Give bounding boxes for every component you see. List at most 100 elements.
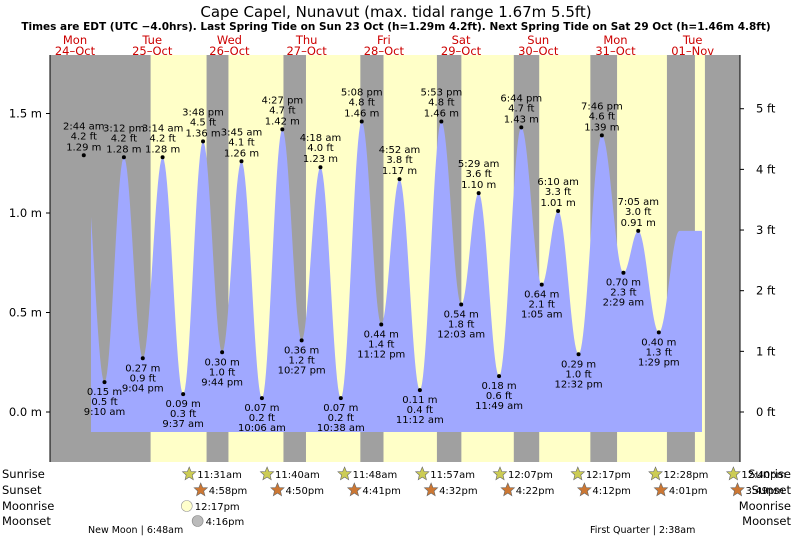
tide-m: 0.09 m (166, 399, 201, 410)
tide-m: 0.70 m (606, 278, 641, 289)
tide-m: 0.07 m (323, 403, 358, 414)
tide-point (201, 139, 206, 144)
sunrise-time: 11:57am (430, 470, 475, 481)
tide-point (539, 282, 544, 287)
tide-ft: 3.3 ft (545, 187, 571, 198)
day-header-date: 26–Oct (209, 44, 250, 58)
day-header-date: 24–Oct (55, 44, 96, 58)
tide-m: 1.28 m (145, 144, 180, 155)
tide-point (318, 165, 323, 170)
tide-point (636, 228, 641, 233)
tide-ft: 1.4 ft (368, 339, 394, 350)
tide-time: 5:53 pm (420, 87, 462, 98)
tide-ft: 1.3 ft (646, 347, 672, 358)
row-label-left: Moonset (2, 514, 51, 528)
tide-point (160, 155, 165, 160)
tide-m: 0.91 m (621, 218, 656, 229)
tide-m: 1.01 m (541, 198, 576, 209)
day-header-dow: Thu (295, 33, 318, 47)
tide-time: 9:37 am (162, 419, 204, 430)
moon-phase: New Moon | 6:48am (88, 525, 183, 536)
tide-m: 1.39 m (584, 122, 619, 133)
sunrise-time: 11:40am (275, 470, 320, 481)
y-tick-label: 1.5 m (9, 107, 42, 121)
tide-m: 0.27 m (125, 363, 160, 374)
tide-ft: 0.2 ft (249, 413, 275, 424)
tide-point (439, 119, 444, 124)
tide-point (338, 396, 343, 401)
tide-time: 6:10 am (537, 177, 579, 188)
moonrise-time: 12:17pm (195, 502, 240, 513)
tide-m: 0.07 m (244, 403, 279, 414)
tide-m: 1.46 m (424, 108, 459, 119)
tide-point (379, 322, 384, 327)
tide-point (556, 209, 561, 214)
tide-point (102, 380, 107, 385)
sun-moon-markers: 11:31am 11:40am 11:48am 11:57am 12:07pm 12:17… (180, 466, 786, 528)
sunset-time: 4:32pm (439, 486, 478, 497)
tide-time: 12:03 am (437, 330, 485, 341)
tide-m: 0.36 m (284, 345, 319, 356)
moonset-time: 4:16pm (206, 517, 245, 528)
tide-point (519, 125, 524, 130)
day-header-dow: Sun (527, 33, 549, 47)
sunrise-icon (259, 466, 275, 481)
tide-time: 1:29 pm (638, 357, 680, 368)
day-header-dow: Sat (452, 33, 471, 47)
tide-ft: 2.1 ft (529, 300, 555, 311)
chart-subtitle: Times are EDT (UTC −4.0hrs). Last Spring… (21, 21, 770, 33)
sunrise-icon (570, 466, 586, 481)
sunset-icon (193, 482, 209, 497)
day-header-dow: Fri (377, 33, 391, 47)
tide-ft: 4.7 ft (508, 103, 534, 114)
sunrise-icon (181, 466, 197, 481)
y-axis-right: 0 ft 1 ft 2 ft 3 ft 4 ft 5 ft (739, 55, 776, 462)
tide-point (259, 396, 264, 401)
tide-m: 0.40 m (641, 337, 676, 348)
day-header-dow: Mon (603, 33, 627, 47)
tide-time: 11:12 am (396, 415, 444, 426)
tide-time: 3:45 am (221, 127, 263, 138)
tide-m: 0.44 m (364, 329, 399, 340)
tide-ft: 4.8 ft (428, 97, 454, 108)
tide-m: 0.29 m (561, 359, 596, 370)
day-header-dow: Tue (682, 33, 703, 47)
moon-phase: First Quarter | 2:38am (590, 525, 695, 536)
sunrise-time: 12:17pm (586, 470, 631, 481)
sunrise-time: 11:31am (197, 470, 242, 481)
day-header-date: 27–Oct (286, 44, 327, 58)
y-right-tick-label: 5 ft (756, 102, 776, 116)
y-axis-left: 0.0 m 0.5 m 1.0 m 1.5 m (9, 55, 51, 462)
tide-ft: 0.2 ft (328, 413, 354, 424)
tide-time: 6:44 pm (500, 93, 542, 104)
tide-point (140, 356, 145, 361)
y-tick-label: 1.0 m (9, 206, 42, 220)
tide-time: 4:52 am (379, 145, 421, 156)
sunset-time: 3:49pm (745, 486, 784, 497)
tide-point (656, 330, 661, 335)
tide-point (220, 350, 225, 355)
sunset-time: 4:41pm (362, 486, 401, 497)
tide-time: 11:12 pm (357, 349, 405, 360)
day-header-date: 30–Oct (518, 44, 559, 58)
moonset-icon (191, 515, 204, 527)
sunset-time: 4:50pm (285, 486, 324, 497)
tide-time: 7:46 pm (581, 101, 623, 112)
tide-ft: 4.2 ft (149, 133, 175, 144)
moon-phases: New Moon | 6:48am First Quarter | 2:38am (88, 525, 695, 536)
tide-point (299, 338, 304, 343)
tide-m: 1.10 m (461, 180, 496, 191)
tide-m: 0.64 m (524, 290, 559, 301)
tide-ft: 1.2 ft (288, 355, 314, 366)
sunrise-icon (648, 466, 663, 481)
tide-ft: 4.1 ft (228, 137, 254, 148)
sunrise-time: 12:28pm (664, 470, 709, 481)
tide-m: 1.43 m (504, 114, 539, 125)
tide-point (459, 302, 464, 307)
tide-m: 1.28 m (106, 144, 141, 155)
tide-time: 4:18 am (300, 133, 342, 144)
tide-point (397, 177, 402, 182)
tide-point (239, 159, 244, 164)
y-tick-label: 0.5 m (9, 306, 42, 320)
